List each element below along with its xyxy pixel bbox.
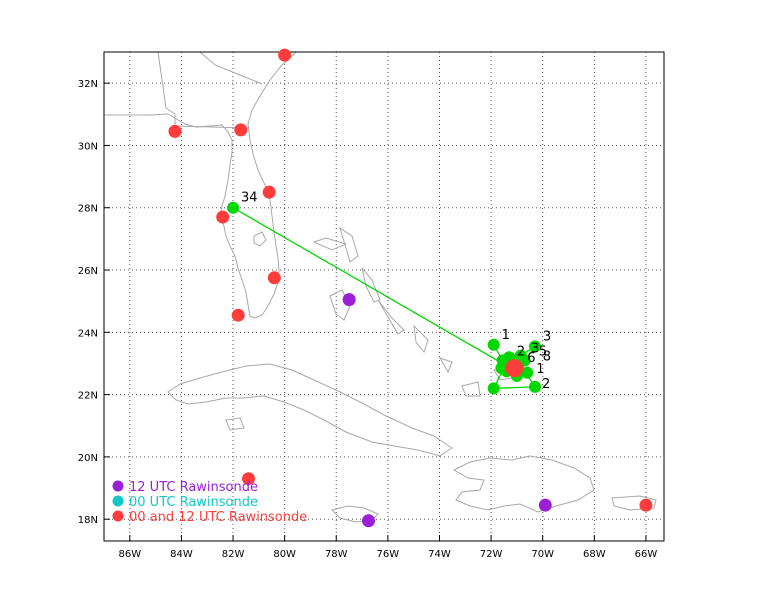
lat-tick-label: 30N — [78, 141, 98, 152]
map-frame — [103, 51, 665, 542]
lat-tick-label: 24N — [78, 328, 98, 339]
isla-de-la-juventud — [225, 417, 245, 431]
lon-tick-label: 80W — [273, 549, 296, 560]
lon-tick-label: 72W — [480, 549, 503, 560]
rawinsonde-station — [168, 124, 182, 138]
track-point — [528, 380, 541, 393]
bahamas-grand — [312, 237, 348, 251]
track-line — [232, 207, 537, 390]
cuba — [167, 363, 453, 457]
bahamas-andros — [329, 289, 351, 321]
map-gridlines — [104, 52, 664, 541]
track-cluster-label: 6 — [527, 351, 535, 366]
longitude-labels: 86W 84W 82W 80W 78W 76W 74W 72W 70W 68W 66W — [118, 535, 657, 560]
lat-tick-label: 22N — [78, 391, 98, 402]
lon-tick-label: 76W — [377, 549, 400, 560]
rawinsonde-station — [639, 498, 653, 512]
lon-tick-label: 68W — [583, 549, 606, 560]
track-point-label: 2 — [542, 377, 550, 392]
track-point — [487, 338, 500, 351]
bahamas-long — [413, 324, 429, 354]
rawinsonde-station — [362, 514, 376, 528]
rawinsonde-station — [231, 308, 245, 322]
legend-label: 12 UTC Rawinsonde — [129, 480, 258, 495]
track-point — [528, 340, 541, 353]
jamaica — [331, 505, 379, 523]
lon-tick-label: 82W — [222, 549, 245, 560]
rawinsonde-station — [216, 210, 230, 224]
lon-tick-label: 74W — [428, 549, 451, 560]
rawinsonde-station — [234, 123, 248, 137]
track-point — [487, 382, 500, 395]
track-cluster-label: 2 — [517, 345, 525, 360]
lat-tick-label: 32N — [78, 79, 98, 90]
hispaniola — [452, 455, 595, 513]
track-cluster-label: 5 — [539, 345, 547, 360]
track-cluster-label: 1 — [536, 362, 544, 377]
rawinsonde-station — [267, 271, 281, 285]
lon-tick-label: 66W — [635, 549, 658, 560]
bahamas-exuma — [377, 299, 405, 335]
bahamas-inagua — [461, 381, 481, 397]
lon-tick-label: 70W — [531, 549, 554, 560]
state-line-sc — [199, 52, 263, 85]
bahamas-acklins — [438, 357, 453, 374]
legend-swatch — [112, 480, 124, 492]
lake-okeechobee — [253, 231, 267, 247]
rawinsonde-station — [242, 472, 256, 486]
us-gulf-coast — [104, 113, 255, 319]
track-point-label: 1 — [502, 328, 510, 343]
lat-tick-label: 28N — [78, 204, 98, 215]
legend-swatch — [112, 510, 124, 522]
rawinsonde-station — [278, 48, 292, 62]
current-storm-position — [505, 359, 524, 378]
bahamas-eleuthera — [361, 267, 381, 303]
track-point — [521, 366, 534, 379]
latitude-labels: 18N 20N 22N 24N 26N 28N 30N 32N — [78, 79, 110, 526]
lon-tick-label: 86W — [118, 549, 141, 560]
track-cluster-label: 3 — [531, 342, 539, 357]
legend-swatch — [112, 495, 124, 507]
puerto-rico — [611, 495, 657, 511]
lat-tick-label: 20N — [78, 453, 98, 464]
rawinsonde-station — [262, 185, 276, 199]
lon-tick-label: 78W — [325, 549, 348, 560]
rawinsonde-station — [538, 498, 552, 512]
bahamas-abaco — [339, 226, 359, 263]
track-point — [227, 201, 240, 214]
track-point-label: 34 — [241, 191, 258, 206]
rawinsonde-stations — [168, 48, 653, 528]
state-line-ga — [157, 52, 176, 115]
coastlines — [104, 52, 657, 523]
lon-tick-label: 84W — [170, 549, 193, 560]
lat-tick-label: 18N — [78, 515, 98, 526]
track-point-label: 3 — [543, 329, 551, 344]
legend-label: 00 UTC Rawinsonde — [129, 495, 258, 510]
track-cluster-label: 8 — [543, 349, 551, 364]
lat-tick-label: 26N — [78, 266, 98, 277]
current-storm-marker — [505, 359, 524, 378]
legend-label: 00 and 12 UTC Rawinsonde — [129, 510, 307, 525]
rawinsonde-station — [342, 293, 356, 307]
